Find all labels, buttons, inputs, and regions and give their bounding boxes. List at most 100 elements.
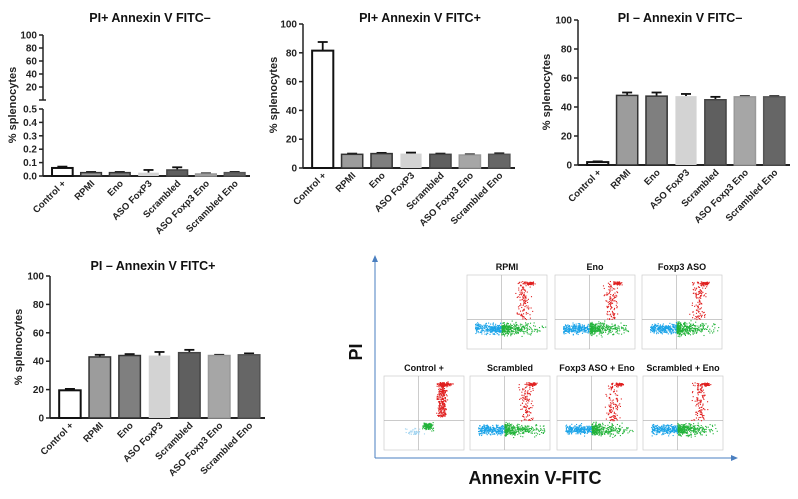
x-tick-label: Control + (566, 167, 604, 205)
y-tick-label: 40 (561, 103, 573, 114)
flow-plot-title: Scrambled + Eno (646, 363, 720, 373)
y-tick-label: 40 (33, 357, 45, 368)
bar-rpmi (88, 356, 112, 419)
bar-aso-foxp3-eno (207, 354, 231, 419)
y-tick-label: 20 (561, 132, 573, 143)
flow-plot-foxp3-aso-eno: Foxp3 ASO + Eno (556, 363, 638, 451)
y-tick-label: 0.1 (23, 158, 37, 169)
plot-frame (641, 274, 723, 350)
y-tick-label: 40 (26, 70, 38, 81)
pi-axis-label: PI (346, 343, 366, 360)
bar-eno (118, 354, 142, 419)
x-tick-label: Scrambled Eno (184, 178, 241, 235)
bar-aso-foxp3 (138, 172, 159, 176)
bar-aso-foxp3 (400, 153, 422, 168)
y-tick-label: 60 (561, 74, 573, 85)
bar-control- (311, 49, 335, 169)
flow-plot-rpmi: RPMI (466, 262, 548, 350)
x-tick-label: Control + (39, 420, 77, 458)
bar-control- (58, 389, 82, 419)
plot-frame (383, 375, 465, 451)
event-dots (563, 281, 630, 338)
x-tick-label: Eno (115, 420, 136, 441)
y-tick-label: 0 (566, 161, 572, 172)
bar-chart-1: PI+ Annexin V FITC– % splenocytes 0.0 0.1 0.… (7, 11, 250, 237)
flow-plot-title: Control + (404, 363, 444, 373)
plot-frame (554, 274, 636, 350)
y-tick-label: 20 (33, 385, 45, 396)
x-tick-label: RPMI (609, 167, 634, 192)
bar-scrambled-eno (237, 354, 261, 419)
flow-plot-title: Foxp3 ASO + Eno (559, 363, 635, 373)
bar-aso-foxp3 (148, 355, 171, 418)
bar-rpmi (79, 171, 103, 177)
bar-aso-foxp3-eno (458, 154, 482, 169)
chart-title: PI+ Annexin V FITC+ (359, 11, 481, 25)
x-tick-label: ASO Foxp3 Eno (167, 420, 226, 479)
event-dots (475, 281, 547, 338)
bar-control- (51, 166, 74, 178)
x-tick-label: Control + (291, 170, 329, 208)
y-tick-label: 0.4 (23, 118, 37, 129)
arrow-right-icon (731, 455, 738, 461)
chart-title: PI – Annexin V FITC+ (91, 259, 216, 273)
bar-rpmi (340, 153, 364, 169)
x-tick-label: Eno (367, 170, 388, 191)
x-tick-label: Eno (642, 167, 663, 188)
y-axis-label: % splenocytes (268, 57, 280, 133)
y-tick-label: 0.5 (23, 105, 37, 116)
flow-plot-scrambled: Scrambled (469, 363, 551, 451)
flow-plot-title: Scrambled (487, 363, 533, 373)
y-tick-label: 60 (33, 328, 45, 339)
y-tick-label: 60 (26, 57, 38, 68)
x-tick-label: RPMI (334, 170, 359, 195)
y-tick-label: 100 (280, 20, 297, 31)
event-dots (478, 382, 546, 439)
y-tick-label: 80 (26, 44, 38, 55)
y-tick-label: 60 (286, 77, 298, 88)
flow-cytometry-panel: PI Annexin V-FITC RPMI Eno Foxp3 ASO Control … (346, 255, 738, 488)
y-tick-label: 20 (26, 83, 38, 94)
x-tick-label: Eno (105, 178, 126, 199)
x-tick-label: RPMI (81, 420, 106, 445)
bar-aso-foxp3-eno (194, 173, 218, 177)
plot-frame (466, 274, 548, 350)
y-tick-label: 100 (555, 16, 572, 27)
arrow-up-icon (372, 255, 378, 262)
y-axis-label: % splenocytes (541, 54, 553, 130)
bar-control- (586, 161, 610, 167)
bar-scrambled (166, 169, 189, 177)
bar-chart-2: PI+ Annexin V FITC+ % splenocytes 0 20 40 60 8… (268, 11, 515, 229)
bar-eno (370, 152, 393, 169)
event-dots (404, 381, 454, 436)
bar-chart-3: PI – Annexin V FITC– % splenocytes 0 20 40 60… (541, 11, 790, 226)
bar-rpmi (615, 94, 639, 166)
y-tick-label: 100 (20, 31, 37, 42)
x-tick-label: RPMI (73, 178, 98, 203)
y-tick-label: 80 (561, 45, 573, 56)
plot-frame (642, 375, 724, 451)
bar-scrambled-eno (223, 171, 246, 177)
y-axis-label: % splenocytes (13, 309, 25, 385)
bar-scrambled (704, 99, 727, 166)
bar-aso-foxp3-eno (733, 96, 757, 166)
y-axis-label: % splenocytes (7, 67, 19, 143)
y-tick-label: 20 (286, 135, 298, 146)
y-tick-label: 0.2 (23, 145, 37, 156)
flow-plot-eno: Eno (554, 262, 636, 350)
y-tick-label: 100 (27, 272, 44, 283)
x-tick-label: Scrambled Eno (724, 167, 781, 224)
y-tick-label: 0.3 (23, 131, 37, 142)
bar-aso-foxp3 (675, 96, 697, 165)
y-tick-label: 0 (38, 414, 44, 425)
flow-plot-foxp3-aso: Foxp3 ASO (641, 262, 723, 350)
y-tick-label: 0.0 (23, 172, 37, 183)
x-tick-label: Scrambled Eno (449, 170, 506, 227)
bar-eno (645, 95, 668, 166)
bar-scrambled-eno (762, 96, 786, 166)
flow-plot-title: Eno (587, 262, 605, 272)
x-tick-label: Control + (31, 178, 69, 216)
bar-scrambled (177, 351, 201, 419)
bar-scrambled (429, 153, 452, 169)
